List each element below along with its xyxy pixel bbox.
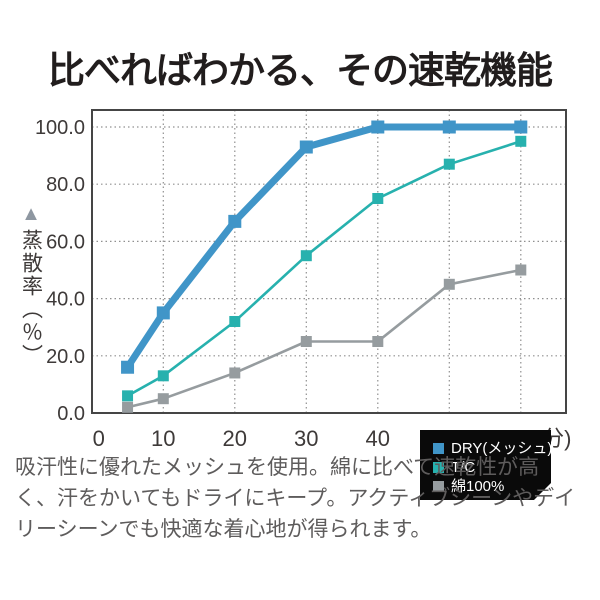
legend-item-dry: DRY(メッシュ) [433,439,551,458]
data-point-marker [372,336,384,347]
data-point-marker [157,393,169,405]
y-tick-label: 40.0 [46,289,85,311]
y-tick-label: 0.0 [57,403,85,425]
data-point-marker [157,370,169,382]
x-tick-label: 0 [93,426,105,451]
legend-item-tc: T/C [433,458,551,477]
x-tick-label: 20 [223,426,247,451]
series-line [127,268,522,409]
data-point-marker [229,367,241,379]
data-point-marker [372,193,384,204]
description-paragraph: 吸汗性に優れたメッシュを使用。綿に比べて速乾性が高 く、汗をかいてもドライにキー… [15,452,593,545]
data-point-marker [515,135,527,147]
data-point-marker [443,278,455,290]
x-tick-label: 40 [366,426,390,451]
data-point-marker [229,315,241,327]
y-tick-label: 100.0 [35,117,85,139]
description-line: く、汗をかいてもドライにキープ。アクティブシーンやデイ [15,487,576,510]
plot-frame [91,109,567,414]
data-point-marker [122,390,134,402]
data-point-marker [371,120,385,134]
data-point-marker [122,401,134,413]
y-tick-label: 60.0 [46,231,85,253]
chart-legend: DRY(メッシュ) T/C 綿100% [420,430,551,500]
legend-label-cotton: 綿100% [451,478,505,495]
description-line: 吸汗性に優れたメッシュを使用。綿に比べて速乾性が高 [15,456,540,479]
data-point-marker [228,214,242,228]
tc-swatch-icon [433,462,444,473]
y-tick-label: 20.0 [46,346,85,368]
description-line: リーシーンでも快適な着心地が得られます。 [15,518,432,541]
data-point-marker [442,120,456,134]
data-point-marker [121,360,135,374]
x-tick-label: 30 [294,426,318,451]
legend-item-cotton: 綿100% [433,477,551,496]
series-line [124,123,521,370]
dry-swatch-icon [433,443,444,454]
cotton-swatch-icon [433,481,444,492]
y-axis-arrow-icon: ▲ [21,203,41,225]
x-tick-label: 10 [151,426,175,451]
evaporation-rate-chart: 0.020.040.060.080.0100.00102030405060(分)… [0,100,600,460]
data-point-marker [443,158,455,170]
legend-label-tc: T/C [451,459,476,476]
series-line [126,140,522,397]
y-axis-label: ▲ 蒸散率（％） [16,204,46,367]
data-point-marker [300,336,312,347]
y-axis-title: 蒸散率（％） [19,229,43,367]
data-point-marker [156,306,170,320]
data-point-marker [299,140,313,154]
data-point-marker [514,120,528,134]
legend-label-dry: DRY(メッシュ) [451,440,553,457]
page-title: 比べればわかる、その速乾機能 [48,50,553,91]
y-tick-label: 80.0 [46,174,85,196]
data-point-marker [300,250,312,262]
data-point-marker [515,264,527,276]
